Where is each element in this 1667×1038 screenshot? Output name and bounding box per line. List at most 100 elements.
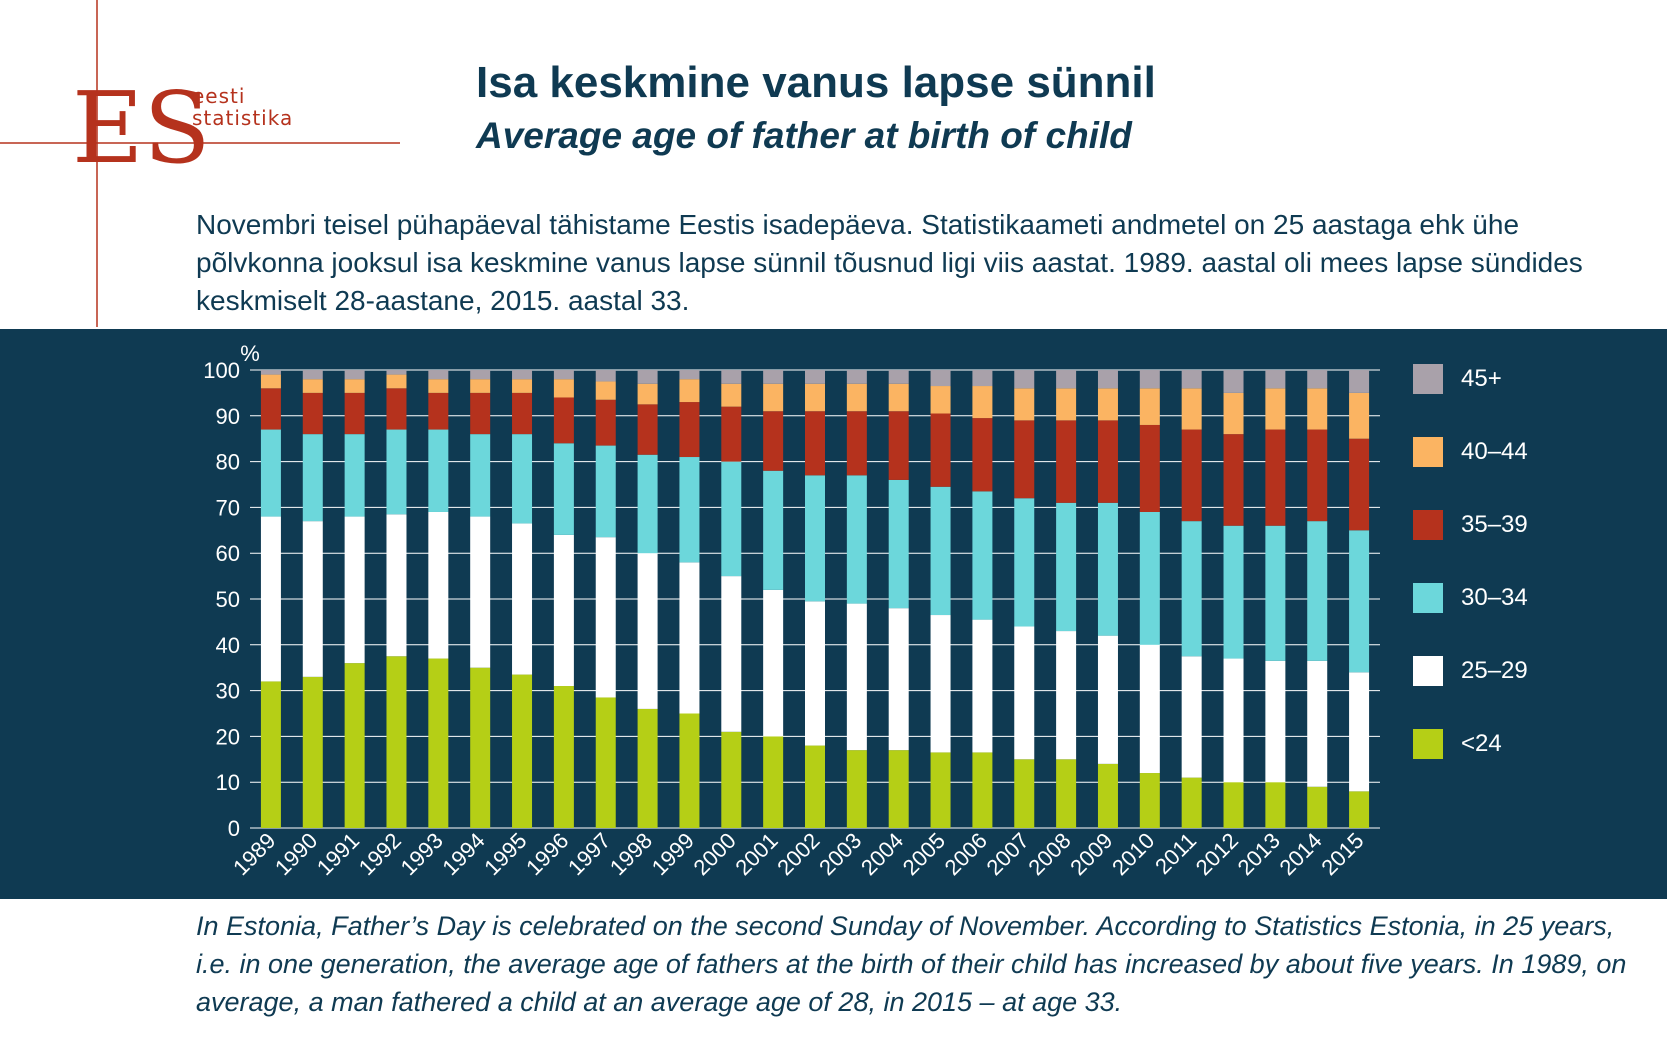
bar-segment	[553, 397, 574, 444]
logo: ES	[0, 0, 400, 327]
bar-segment	[888, 750, 909, 828]
bar-segment	[679, 370, 700, 380]
bar-segment	[1307, 370, 1328, 389]
bar-segment	[470, 370, 491, 380]
bar-segment	[1139, 424, 1160, 512]
bar-segment	[721, 576, 742, 732]
legend-label: <24	[1461, 730, 1502, 757]
bar-segment	[1014, 388, 1035, 421]
bar-segment	[595, 697, 616, 828]
bar-segment	[805, 745, 825, 828]
bar-segment	[805, 475, 825, 602]
y-tick-label: 40	[216, 633, 240, 658]
bar-segment	[512, 523, 533, 675]
bar-segment	[1139, 511, 1160, 645]
bar-segment	[1097, 635, 1118, 764]
bar-segment	[470, 667, 491, 828]
bar-segment	[386, 656, 407, 828]
intro-text: Novembri teisel pühapäeval tähistame Ees…	[196, 209, 1583, 316]
bar-segment	[595, 445, 616, 538]
x-tick-label: 2006	[940, 828, 992, 880]
bar-segment	[846, 475, 867, 604]
bar-segment	[470, 379, 491, 393]
bar-segment	[679, 379, 700, 403]
bar-segment	[930, 615, 951, 753]
x-tick-label: 2007	[982, 828, 1034, 880]
bar-segment	[1349, 672, 1370, 792]
bar-segment	[1265, 782, 1286, 828]
page-subtitle: Average age of father at birth of child	[476, 115, 1132, 156]
bar-segment	[260, 516, 281, 682]
bar-segment	[1139, 388, 1160, 425]
bar-segment	[846, 603, 867, 751]
bar-segment	[679, 562, 700, 714]
bar-segment	[1056, 631, 1077, 760]
bar-segment	[1181, 521, 1202, 657]
bar-segment	[1014, 759, 1035, 828]
bar-segment	[428, 658, 449, 828]
bar-segment	[302, 676, 323, 828]
legend-label: 40–44	[1461, 438, 1528, 465]
x-tick-label: 1999	[647, 828, 699, 880]
bar-segment	[1056, 388, 1077, 421]
bar-segment	[930, 386, 951, 414]
y-axis-label: %	[240, 341, 260, 366]
y-tick-label: 10	[216, 770, 240, 795]
bar-segment	[1307, 521, 1328, 661]
x-tick-label: 2005	[898, 828, 950, 880]
bar-segment	[637, 708, 658, 828]
bar-segment	[344, 392, 365, 435]
bar-segment	[888, 608, 909, 751]
bar-segment	[679, 713, 700, 828]
bar-segment	[805, 601, 825, 746]
bar-segment	[637, 370, 658, 384]
bar-segment	[972, 619, 993, 753]
bar-segment	[888, 411, 909, 480]
bar-segment	[470, 516, 491, 668]
bar-segment	[1139, 773, 1160, 828]
bar-segment	[1181, 777, 1202, 828]
x-tick-label: 2003	[814, 828, 866, 880]
bar-segment	[1139, 644, 1160, 774]
bar-segment	[930, 486, 951, 616]
bar-segment	[721, 406, 742, 462]
legend-label: 25–29	[1461, 657, 1528, 684]
bar-segment	[428, 392, 449, 430]
bar-segment	[553, 370, 574, 380]
y-tick-label: 50	[216, 587, 240, 612]
bar-segment	[302, 521, 323, 677]
y-tick-label: 70	[216, 495, 240, 520]
bar-segment	[721, 370, 742, 384]
bar-segment	[1265, 429, 1286, 526]
x-tick-label: 2008	[1023, 828, 1075, 880]
logo-line-2: statistika	[192, 106, 294, 130]
legend-swatch	[1413, 364, 1443, 394]
bar-segment	[930, 370, 951, 387]
x-tick-label: 2000	[689, 828, 741, 880]
bar-segment	[470, 392, 491, 435]
x-tick-label: 1991	[312, 828, 364, 880]
bar-segment	[1056, 759, 1077, 828]
x-tick-label: 1993	[396, 828, 448, 880]
logo-line-1: eesti	[192, 84, 246, 108]
legend-label: 35–39	[1461, 511, 1528, 538]
bar-segment	[428, 511, 449, 659]
bar-segment	[260, 681, 281, 828]
bar-segment	[553, 534, 574, 687]
bar-segment	[1307, 429, 1328, 522]
x-tick-label: 1995	[479, 828, 531, 880]
bar-segment	[763, 470, 784, 590]
bar-segment	[344, 434, 365, 517]
bar-segment	[1097, 763, 1118, 828]
bar-segment	[679, 457, 700, 563]
bar-segment	[846, 370, 867, 384]
legend-swatch	[1413, 437, 1443, 467]
x-tick-label: 1996	[521, 828, 573, 880]
bar-segment	[1181, 370, 1202, 389]
bar-segment	[888, 383, 909, 412]
x-tick-label: 2004	[856, 828, 908, 880]
x-tick-label: 1997	[563, 828, 615, 880]
bar-segment	[930, 413, 951, 487]
bar-segment	[1056, 420, 1077, 503]
bar-segment	[1349, 530, 1370, 673]
